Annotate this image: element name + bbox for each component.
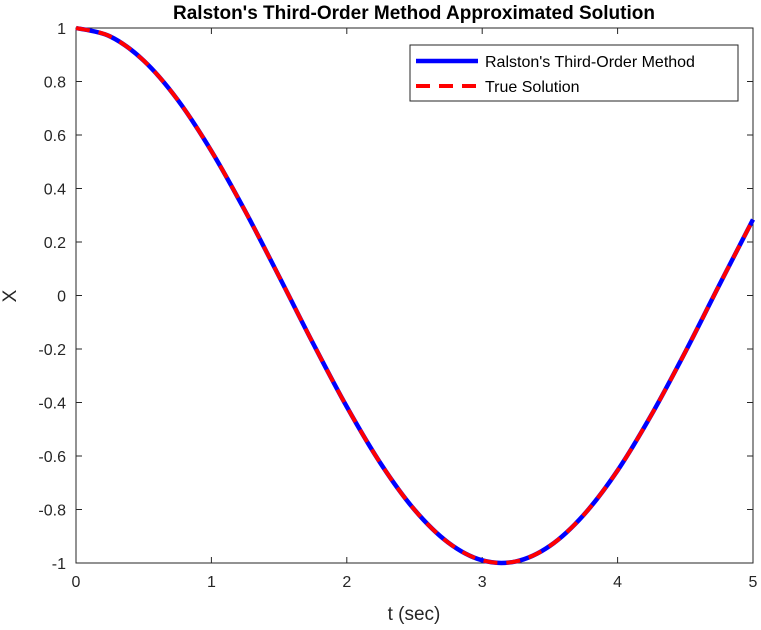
series-lines: [75, 25, 756, 566]
legend-label-ralston: Ralston's Third-Order Method: [485, 54, 695, 71]
chart-title: Ralston's Third-Order Method Approximate…: [173, 3, 655, 24]
series-line-true-solution: [75, 26, 755, 565]
y-tick-label: 0.2: [44, 235, 66, 252]
y-axis-label: X: [0, 289, 21, 302]
x-tick-label: 5: [749, 574, 758, 591]
legend-box: [409, 44, 739, 102]
x-tick-label: 1: [207, 574, 216, 591]
y-tick-label: 0.8: [44, 75, 66, 92]
x-axis-label: t (sec): [388, 604, 441, 625]
legend: Ralston's Third-Order Method True Soluti…: [409, 44, 739, 102]
x-tick-label: 0: [72, 574, 81, 591]
y-tick-label: 1: [57, 21, 66, 38]
plot-area: [75, 27, 754, 564]
x-tick-label: 3: [478, 574, 487, 591]
y-axis: -1 -0.8 -0.6 -0.4 -0.2 0 0.2 0.4 0.6 0.8 1: [38, 21, 753, 573]
y-tick-label: -0.4: [38, 396, 66, 413]
x-axis: 0 1 2 3 4 5: [72, 28, 758, 591]
y-tick-label: 0: [57, 289, 66, 306]
y-tick-label: 0.4: [44, 182, 66, 199]
x-tick-label: 2: [342, 574, 351, 591]
y-tick-label: -0.2: [38, 342, 66, 359]
x-tick-label: 4: [613, 574, 622, 591]
y-tick-label: -0.6: [38, 449, 66, 466]
legend-label-true-solution: True Solution: [485, 79, 580, 96]
y-tick-label: 0.6: [44, 128, 66, 145]
y-tick-label: -1: [52, 556, 66, 573]
y-tick-label: -0.8: [38, 503, 66, 520]
